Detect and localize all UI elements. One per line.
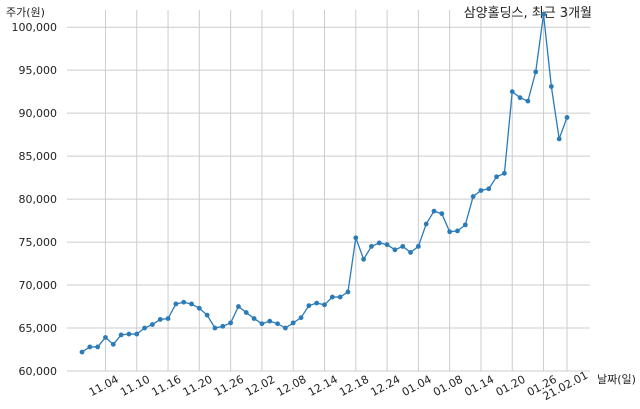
x-tick-label: 11.04 <box>87 373 121 399</box>
x-axis-ticks: 11.0411.1011.1611.2011.2612.0212.0812.14… <box>87 369 590 403</box>
data-point <box>196 305 202 311</box>
data-point <box>486 186 492 192</box>
data-point <box>290 320 296 326</box>
y-tick-label: 60,000 <box>19 365 58 378</box>
data-point <box>204 312 210 318</box>
y-tick-label: 100,000 <box>12 21 58 34</box>
data-point <box>220 323 226 329</box>
data-point <box>478 188 484 193</box>
data-point <box>142 325 147 331</box>
data-point <box>455 228 460 234</box>
data-point <box>517 95 523 101</box>
x-tick-label: 12.08 <box>275 373 309 399</box>
data-point <box>369 243 374 249</box>
data-point <box>494 174 499 180</box>
y-tick-label: 70,000 <box>19 279 58 292</box>
data-point <box>306 303 312 309</box>
y-tick-label: 75,000 <box>19 236 58 249</box>
x-tick-label: 12.14 <box>306 373 340 399</box>
data-point <box>400 243 406 249</box>
data-point <box>165 316 171 321</box>
data-point <box>329 294 335 300</box>
data-point <box>259 321 265 327</box>
data-point <box>525 98 531 104</box>
data-point <box>337 294 343 300</box>
y-tick-label: 65,000 <box>19 322 58 335</box>
data-point <box>212 325 218 331</box>
data-point <box>298 315 304 321</box>
data-point <box>103 335 108 340</box>
data-point <box>423 221 429 227</box>
data-point <box>439 211 445 217</box>
x-tick-label: 11.16 <box>149 373 183 399</box>
data-point <box>361 256 367 262</box>
y-tick-label: 90,000 <box>19 107 58 120</box>
x-tick-label: 12.18 <box>337 373 371 399</box>
data-point <box>118 332 124 338</box>
data-point <box>509 89 515 95</box>
data-point <box>564 115 570 120</box>
y-axis-ticks: 60,000 65,000 70,000 75,000 80,000 85,000 90,0… <box>12 21 58 378</box>
data-point <box>228 320 234 326</box>
y-tick-label: 80,000 <box>19 193 58 206</box>
data-point <box>189 301 194 307</box>
y-tick-label: 95,000 <box>19 64 58 77</box>
x-tick-label: 12.24 <box>368 373 402 399</box>
x-tick-label: 01.20 <box>494 373 528 399</box>
data-point <box>243 310 249 315</box>
x-tick-label: 01.14 <box>462 373 496 399</box>
data-point <box>157 317 163 322</box>
price-series <box>79 11 570 355</box>
data-point <box>376 240 382 246</box>
x-tick-label: 11.20 <box>181 373 215 399</box>
data-point <box>314 300 320 306</box>
data-point <box>79 349 85 355</box>
data-point <box>173 301 179 307</box>
data-point <box>462 222 468 228</box>
data-point <box>181 299 187 305</box>
data-point <box>502 170 507 176</box>
data-point <box>322 302 327 308</box>
data-point <box>384 242 390 248</box>
data-point <box>282 325 288 331</box>
data-point <box>541 11 546 17</box>
data-point <box>431 208 437 214</box>
x-axis-label: 날짜(일) <box>597 372 636 386</box>
data-point <box>353 235 359 241</box>
data-point <box>150 322 155 327</box>
data-point <box>251 316 257 321</box>
data-point <box>408 249 413 255</box>
data-point <box>126 331 132 337</box>
data-point <box>134 331 140 337</box>
x-tick-label: 12.02 <box>243 373 277 399</box>
data-point <box>447 229 453 235</box>
data-point <box>275 321 280 327</box>
data-point <box>556 136 562 142</box>
chart-title: 삼양홀딩스, 최근 3개월 <box>464 6 592 21</box>
data-point <box>345 289 351 295</box>
data-point <box>548 84 554 89</box>
data-point <box>95 344 101 350</box>
data-point <box>415 243 421 249</box>
data-point <box>236 304 241 309</box>
x-tick-label: 01.08 <box>431 373 465 399</box>
data-point <box>110 341 116 347</box>
y-tick-label: 85,000 <box>19 150 58 163</box>
x-tick-label: 11.10 <box>118 373 152 399</box>
y-axis-label: 주가(원) <box>6 6 45 19</box>
data-point <box>533 69 539 75</box>
data-point <box>267 318 273 324</box>
data-point <box>470 194 476 199</box>
data-point <box>392 247 398 253</box>
x-tick-label: 01.04 <box>400 373 434 399</box>
data-point <box>87 344 93 350</box>
x-tick-label: 11.26 <box>212 373 246 399</box>
grid <box>67 10 590 372</box>
